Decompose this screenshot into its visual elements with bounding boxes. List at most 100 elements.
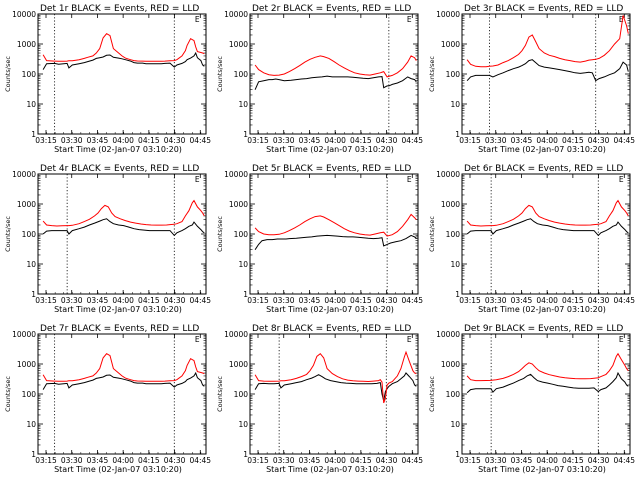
x-tick-label: 03:45 — [299, 296, 321, 305]
x-tick-label: 03:45 — [87, 296, 109, 305]
x-tick-label: 03:30 — [61, 296, 83, 305]
y-tick-label: 100 — [446, 390, 461, 399]
x-axis-label: Start Time (02-Jan-07 03:10:20) — [266, 305, 394, 314]
y-tick-label: 1 — [31, 290, 36, 299]
x-tick-label: 03:45 — [511, 456, 533, 465]
y-tick-label: 1000 — [441, 40, 460, 49]
y-tick-label: 10 — [450, 260, 460, 269]
y-tick-label: 10000 — [224, 10, 248, 19]
plot-frame — [249, 13, 419, 135]
x-tick-label: 04:45 — [189, 296, 211, 305]
y-tick-label: 1 — [31, 450, 36, 459]
x-tick-label: 04:00 — [324, 296, 346, 305]
series-line-events — [42, 371, 205, 390]
x-tick-label: 03:15 — [459, 296, 481, 305]
x-tick-label: 04:15 — [138, 456, 160, 465]
y-tick-label: 10000 — [224, 170, 248, 179]
x-tick-label: 04:15 — [350, 296, 372, 305]
series-line-events — [42, 218, 205, 237]
y-tick-label: 100 — [22, 230, 37, 239]
y-tick-label: 100 — [446, 230, 461, 239]
y-tick-label: 100 — [234, 390, 249, 399]
x-tick-label: 04:15 — [562, 136, 584, 145]
x-tick-label: 04:00 — [112, 136, 134, 145]
y-axis-label: Counts/sec — [216, 56, 224, 92]
series-line-lld — [42, 33, 205, 62]
marker-label: E — [619, 15, 624, 24]
x-tick-label: 03:45 — [511, 296, 533, 305]
marker-label: E — [195, 175, 200, 184]
y-tick-label: 10 — [238, 260, 248, 269]
y-axis-label: Counts/sec — [428, 376, 436, 412]
plot-frame — [461, 333, 631, 455]
chart-title: Det 4r BLACK = Events, RED = LLD — [40, 164, 199, 174]
x-tick-label: 04:15 — [350, 136, 372, 145]
x-tick-label: 04:45 — [401, 136, 423, 145]
x-tick-label: 04:30 — [588, 136, 610, 145]
y-tick-label: 1000 — [441, 360, 460, 369]
y-tick-label: 1 — [455, 130, 460, 139]
x-tick-label: 03:15 — [35, 136, 57, 145]
y-axis-label: Counts/sec — [216, 216, 224, 252]
y-tick-label: 1 — [455, 290, 460, 299]
x-axis-label: Start Time (02-Jan-07 03:10:20) — [478, 305, 606, 314]
series-line-events — [466, 59, 629, 82]
x-tick-label: 04:00 — [536, 456, 558, 465]
plot-frame — [37, 13, 207, 135]
y-tick-label: 1 — [31, 130, 36, 139]
series-line-lld — [254, 55, 417, 78]
y-axis-label: Counts/sec — [4, 216, 12, 252]
y-axis-label: Counts/sec — [428, 216, 436, 252]
y-tick-label: 100 — [234, 230, 249, 239]
x-tick-label: 04:45 — [401, 456, 423, 465]
plot-frame — [37, 333, 207, 455]
chart-title: Det 9r BLACK = Events, RED = LLD — [464, 324, 623, 334]
x-tick-label: 03:15 — [247, 136, 269, 145]
marker-label: E — [195, 15, 200, 24]
x-tick-label: 04:15 — [350, 456, 372, 465]
series-line-lld — [466, 352, 629, 382]
x-tick-label: 04:30 — [376, 296, 398, 305]
series-line-events — [42, 51, 205, 70]
chart-title: Det 6r BLACK = Events, RED = LLD — [464, 164, 623, 174]
x-tick-label: 03:15 — [35, 456, 57, 465]
series-line-events — [466, 371, 629, 394]
marker-label: E — [407, 335, 412, 344]
series-line-lld — [42, 353, 205, 382]
plot-frame — [37, 173, 207, 295]
y-tick-label: 10000 — [436, 330, 460, 339]
x-tick-label: 04:30 — [376, 456, 398, 465]
marker-label: E — [619, 335, 624, 344]
x-tick-label: 03:45 — [299, 136, 321, 145]
chart-title: Det 8r BLACK = Events, RED = LLD — [252, 324, 411, 334]
x-tick-label: 04:45 — [613, 456, 635, 465]
x-tick-label: 03:30 — [61, 456, 83, 465]
x-tick-label: 03:45 — [299, 456, 321, 465]
y-tick-label: 10000 — [224, 330, 248, 339]
series-line-lld — [254, 213, 417, 237]
x-axis-label: Start Time (02-Jan-07 03:10:20) — [266, 465, 394, 474]
series-line-events — [254, 234, 417, 250]
plot-frame — [249, 333, 419, 455]
x-tick-label: 04:00 — [536, 136, 558, 145]
chart-title: Det 3r BLACK = Events, RED = LLD — [464, 4, 623, 14]
x-tick-label: 04:45 — [189, 136, 211, 145]
x-tick-label: 03:30 — [485, 296, 507, 305]
y-tick-label: 100 — [22, 390, 37, 399]
x-tick-label: 04:15 — [562, 456, 584, 465]
series-line-lld — [254, 350, 417, 404]
x-tick-label: 03:15 — [247, 456, 269, 465]
x-tick-label: 04:00 — [112, 296, 134, 305]
x-axis-label: Start Time (02-Jan-07 03:10:20) — [478, 465, 606, 474]
y-tick-label: 10000 — [12, 330, 36, 339]
y-tick-label: 10 — [26, 100, 36, 109]
y-tick-label: 10 — [238, 420, 248, 429]
x-tick-label: 04:45 — [613, 296, 635, 305]
x-axis-label: Start Time (02-Jan-07 03:10:20) — [478, 145, 606, 154]
x-tick-label: 04:30 — [164, 296, 186, 305]
